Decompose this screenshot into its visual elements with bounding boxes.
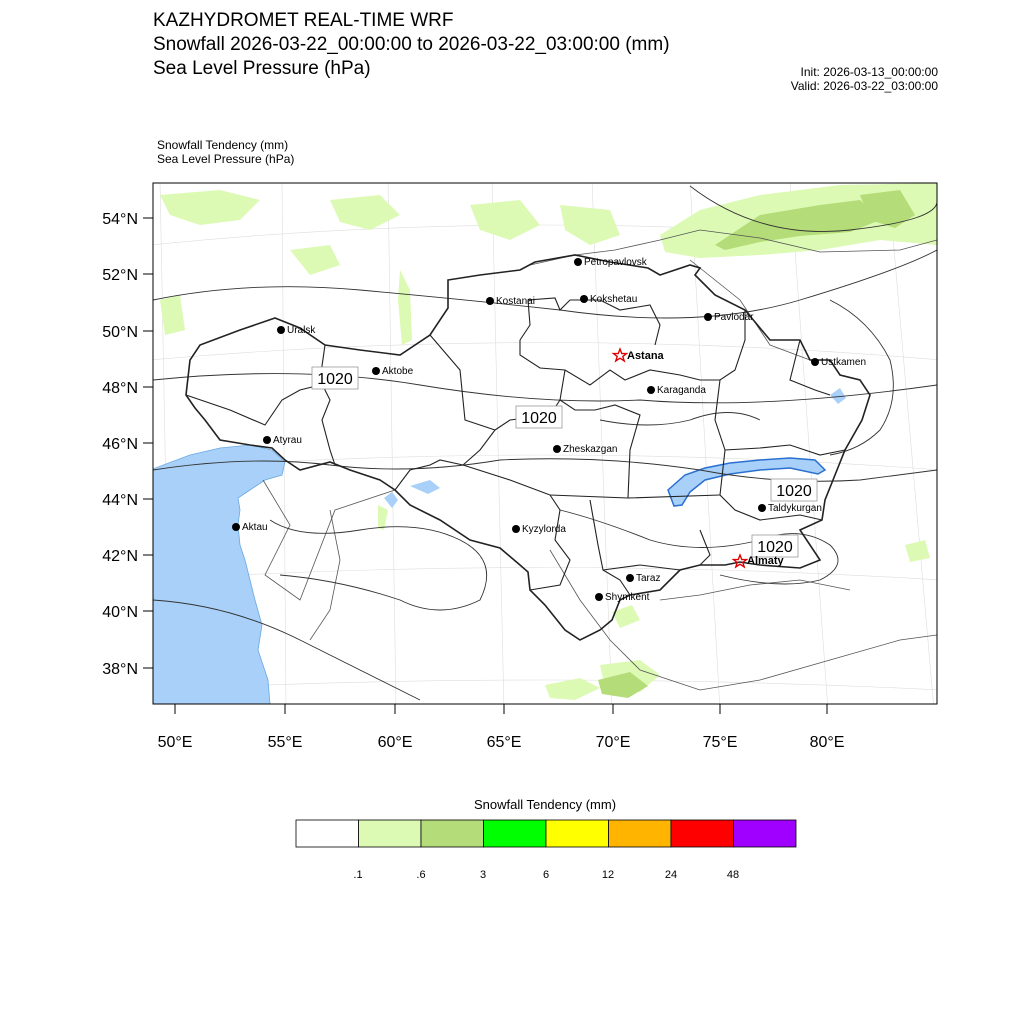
map-content: 1020 1020 1020 1020 Petropavlovsk Kostan… — [153, 183, 937, 704]
city-atyrau: Atyrau — [263, 435, 302, 446]
city-almaty: Almaty — [731, 553, 785, 569]
lat-tick-label: 46°N — [102, 436, 138, 453]
map-frame — [152, 182, 938, 705]
svg-text:Ustkamen: Ustkamen — [821, 357, 866, 368]
lat-axis: 54°N 52°N 50°N 48°N 46°N 44°N 42°N 40°N … — [102, 211, 153, 678]
svg-text:Atyrau: Atyrau — [273, 435, 302, 446]
lat-tick-label: 50°N — [102, 324, 138, 341]
legend-swatch — [733, 819, 797, 848]
lon-axis: 50°E 55°E 60°E 65°E 70°E 75°E 80°E — [158, 704, 845, 751]
legend-label: 3 — [480, 869, 486, 881]
city-kostanai: Kostanai — [486, 296, 535, 307]
snowfall-legend: .1 .6 3 6 12 24 48 — [295, 819, 797, 881]
init-time: Init: 2026-03-13_00:00:00 — [800, 65, 938, 79]
legend-swatch — [358, 819, 422, 848]
header-pressure-line: Sea Level Pressure (hPa) — [153, 58, 371, 79]
kazakhstan-border — [185, 254, 871, 641]
lon-tick-label: 55°E — [268, 734, 303, 751]
svg-text:Taldykurgan: Taldykurgan — [768, 503, 822, 514]
lon-tick-label: 75°E — [703, 734, 738, 751]
city-pavlodar: Pavlodar — [704, 312, 754, 323]
city-markers: Petropavlovsk Kostanai Kokshetau Pavloda… — [232, 257, 866, 603]
isobar-label: 1020 — [317, 371, 353, 388]
isobar-label: 1020 — [757, 539, 793, 556]
legend-swatch — [670, 819, 734, 848]
city-taldykurgan: Taldykurgan — [758, 503, 822, 514]
svg-text:Kostanai: Kostanai — [496, 296, 535, 307]
city-uralsk: Uralsk — [277, 325, 316, 336]
svg-text:Uralsk: Uralsk — [287, 325, 316, 336]
city-ustkamen: Ustkamen — [811, 357, 866, 368]
svg-text:Shymkent: Shymkent — [605, 592, 650, 603]
legend-label: 48 — [727, 869, 739, 881]
isobar-label: 1020 — [776, 483, 812, 500]
lon-tick-label: 50°E — [158, 734, 193, 751]
svg-text:Karaganda: Karaganda — [657, 385, 706, 396]
lat-tick-label: 44°N — [102, 492, 138, 509]
city-karaganda: Karaganda — [647, 385, 706, 396]
svg-text:Astana: Astana — [627, 350, 665, 362]
svg-text:Aktobe: Aktobe — [382, 366, 414, 377]
city-aktobe: Aktobe — [372, 366, 414, 377]
svg-text:Almaty: Almaty — [747, 555, 785, 567]
city-astana: Astana — [611, 347, 665, 363]
lon-tick-label: 65°E — [487, 734, 522, 751]
header-title: KAZHYDROMET REAL-TIME WRF — [153, 10, 454, 31]
lon-tick-label: 60°E — [378, 734, 413, 751]
legend-label: 12 — [602, 869, 614, 881]
city-kyzylorda: Kyzylorda — [512, 524, 566, 535]
lat-tick-label: 38°N — [102, 661, 138, 678]
city-shymkent: Shymkent — [595, 592, 650, 603]
legend-swatch — [608, 819, 672, 848]
svg-text:Taraz: Taraz — [636, 573, 660, 584]
aral-sea — [384, 480, 440, 508]
city-petropavlovsk: Petropavlovsk — [574, 257, 648, 268]
isobars — [153, 185, 937, 701]
lat-tick-label: 52°N — [102, 267, 138, 284]
capital-star-icon — [611, 347, 629, 363]
lat-tick-label: 40°N — [102, 604, 138, 621]
legend-label: 24 — [665, 869, 677, 881]
svg-text:Kyzylorda: Kyzylorda — [522, 524, 566, 535]
legend-title: Snowfall Tendency (mm) — [473, 797, 617, 812]
legend-swatch — [420, 819, 484, 848]
svg-text:Petropavlovsk: Petropavlovsk — [584, 257, 648, 268]
svg-text:Kokshetau: Kokshetau — [590, 294, 637, 305]
isobar-labels: 1020 1020 1020 1020 — [311, 366, 818, 558]
svg-text:Pavlodar: Pavlodar — [714, 312, 754, 323]
isobar-label: 1020 — [521, 410, 557, 427]
lon-tick-label: 70°E — [596, 734, 631, 751]
city-taraz: Taraz — [626, 573, 660, 584]
panel-subtitle-pressure: Sea Level Pressure (hPa) — [157, 152, 295, 166]
header-subtitle: Snowfall 2026-03-22_00:00:00 to 2026-03-… — [153, 34, 670, 55]
lat-tick-label: 54°N — [102, 211, 138, 228]
svg-text:Aktau: Aktau — [242, 522, 268, 533]
legend-swatch — [483, 819, 547, 848]
svg-text:Zheskazgan: Zheskazgan — [563, 444, 617, 455]
lon-tick-label: 80°E — [810, 734, 845, 751]
panel-subtitle-snowfall: Snowfall Tendency (mm) — [157, 138, 289, 152]
legend-label: .6 — [416, 869, 425, 881]
valid-time: Valid: 2026-03-22_03:00:00 — [790, 79, 938, 93]
legend-label: 6 — [543, 869, 549, 881]
lat-tick-label: 48°N — [102, 380, 138, 397]
region-borders — [185, 297, 846, 596]
lake-alakol — [830, 388, 846, 404]
lat-tick-label: 42°N — [102, 548, 138, 565]
city-aktau: Aktau — [232, 522, 268, 533]
legend-swatch — [545, 819, 609, 848]
city-kokshetau: Kokshetau — [580, 294, 637, 305]
capital-star-icon — [731, 553, 749, 569]
legend-swatch — [295, 819, 359, 848]
caspian-sea — [153, 444, 286, 704]
legend-label: .1 — [353, 869, 362, 881]
city-zheskazgan: Zheskazgan — [553, 444, 617, 455]
